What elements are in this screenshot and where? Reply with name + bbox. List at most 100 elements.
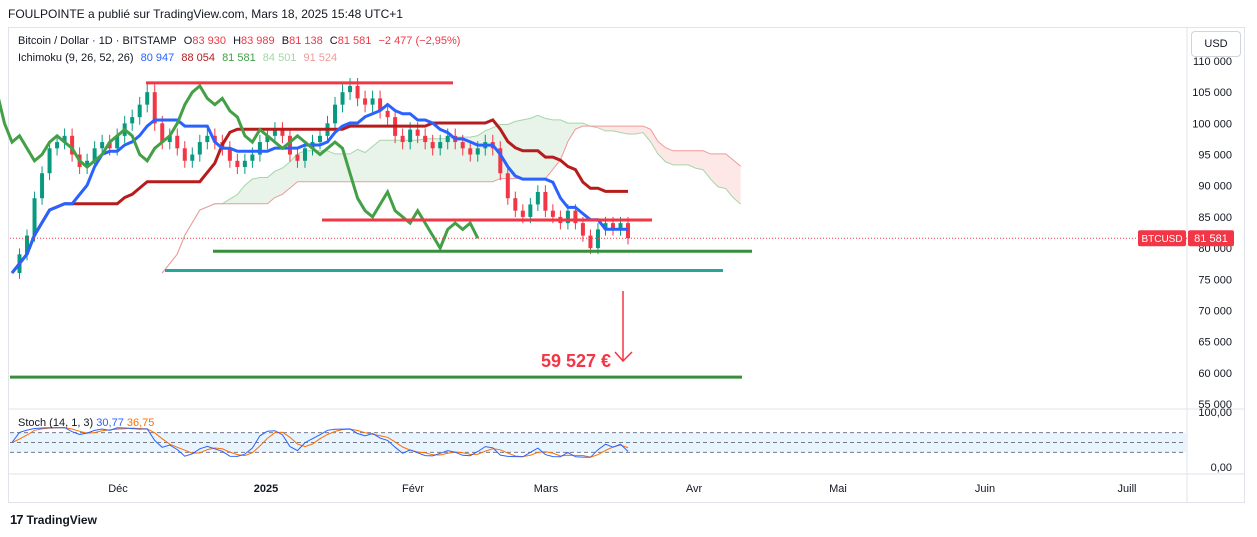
target-arrow-head bbox=[614, 351, 633, 363]
stoch-k: 30,77 bbox=[96, 417, 124, 429]
ichimoku-cloud-segment bbox=[387, 140, 396, 182]
stoch-axis-label: 0,00 bbox=[1211, 462, 1232, 474]
ichimoku-cloud-segment bbox=[537, 115, 546, 179]
candle-body bbox=[190, 154, 195, 161]
tradingview-logo-icon: 17 bbox=[10, 512, 24, 527]
ichimoku-cloud-segment bbox=[628, 126, 636, 135]
ichimoku-cloud-segment bbox=[402, 140, 411, 182]
ichimoku-cloud-segment bbox=[477, 130, 486, 182]
ichimoku-cloud-segment bbox=[327, 150, 336, 182]
candle-body bbox=[340, 92, 345, 105]
candle-body bbox=[610, 223, 615, 230]
ichimoku-legend: Ichimoku (9, 26, 52, 26) 80 947 88 054 8… bbox=[18, 52, 341, 64]
ichimoku-value-1: 80 947 bbox=[140, 52, 175, 64]
candle-body bbox=[100, 142, 105, 149]
candle-body bbox=[92, 148, 97, 161]
candle-body bbox=[235, 160, 240, 168]
candle-body bbox=[175, 135, 180, 149]
ichimoku-cloud-segment bbox=[350, 149, 358, 182]
open-label: O bbox=[183, 35, 193, 47]
publisher-line: FOULPOINTE a publié sur TradingView.com,… bbox=[8, 7, 403, 21]
ichimoku-cloud-segment bbox=[432, 138, 441, 182]
ichimoku-cloud-segment bbox=[545, 118, 553, 179]
symbol-tag-box bbox=[1138, 230, 1186, 247]
price-tag-value: 81 581 bbox=[1194, 233, 1228, 245]
candle-body bbox=[445, 135, 450, 143]
candle-body bbox=[520, 210, 525, 217]
candle-body bbox=[227, 148, 232, 161]
candle-body bbox=[295, 154, 300, 161]
candle-body bbox=[460, 142, 465, 149]
x-tick-label: Févr bbox=[402, 483, 424, 495]
ichimoku-cloud-segment bbox=[440, 138, 448, 182]
y-tick-label: 65 000 bbox=[1198, 337, 1232, 349]
open-value: 83 930 bbox=[192, 35, 226, 47]
candle-body bbox=[47, 148, 52, 174]
senkou-span-b bbox=[161, 125, 742, 274]
change-value: −2 477 (−2,95%) bbox=[378, 35, 461, 47]
candle-body bbox=[257, 142, 262, 155]
y-tick-label: 100 000 bbox=[1192, 118, 1232, 130]
x-tick-label: Déc bbox=[108, 483, 128, 495]
candle-body bbox=[400, 135, 405, 143]
candle-body bbox=[603, 223, 608, 230]
price-tag-box bbox=[1188, 230, 1234, 247]
ichimoku-cloud-segment bbox=[567, 123, 576, 142]
symbol-tag-label: BTCUSD bbox=[1141, 234, 1182, 245]
candle-body bbox=[130, 117, 135, 124]
ichimoku-cloud-segment bbox=[605, 126, 613, 131]
ichimoku-cloud-segment bbox=[688, 150, 696, 169]
ichimoku-cloud-segment bbox=[282, 161, 290, 195]
ichimoku-cloud-segment bbox=[320, 150, 328, 182]
candle-body bbox=[430, 142, 435, 149]
symbol-name: Bitcoin / Dollar · 1D · BITSTAMP bbox=[18, 35, 177, 47]
candle-body bbox=[618, 223, 623, 230]
stoch-name: Stoch (14, 1, 3) bbox=[18, 417, 94, 429]
ichimoku-value-3: 81 581 bbox=[222, 52, 256, 64]
candle-body bbox=[62, 135, 67, 143]
ichimoku-cloud-segment bbox=[507, 121, 516, 179]
candle-body bbox=[550, 210, 555, 217]
candle-body bbox=[265, 135, 270, 143]
ichimoku-cloud-segment bbox=[620, 126, 628, 135]
ichimoku-cloud-segment bbox=[718, 153, 726, 189]
stoch-k-line bbox=[11, 427, 629, 458]
ichimoku-cloud-segment bbox=[229, 194, 238, 204]
candle-body bbox=[408, 129, 413, 143]
candle-body bbox=[505, 173, 510, 199]
ichimoku-cloud-segment bbox=[425, 138, 433, 182]
candle-body bbox=[145, 92, 150, 105]
target-price-label: 59 527 € bbox=[541, 351, 611, 371]
candle-body bbox=[272, 129, 277, 136]
footer-logo-text: TradingView bbox=[26, 512, 97, 527]
candle-body bbox=[363, 98, 368, 105]
candle-body bbox=[535, 191, 540, 205]
ichimoku-cloud-segment bbox=[365, 146, 373, 182]
y-tick-label: 70 000 bbox=[1198, 305, 1232, 317]
senkou-span-a bbox=[161, 114, 742, 274]
candle-body bbox=[543, 191, 548, 211]
ichimoku-cloud-segment bbox=[372, 140, 381, 182]
candle-body bbox=[355, 85, 360, 99]
ichimoku-cloud-segment bbox=[267, 171, 275, 204]
candle-body bbox=[250, 154, 255, 161]
high-label: H bbox=[233, 35, 242, 47]
low-value: 81 138 bbox=[289, 35, 323, 47]
candle-body bbox=[40, 173, 45, 199]
footer-logo[interactable]: 17 TradingView bbox=[10, 512, 97, 527]
currency-button[interactable]: USD bbox=[1191, 31, 1241, 57]
candle-body bbox=[287, 135, 292, 155]
candle-body bbox=[107, 142, 112, 149]
ichimoku-value-5: 91 524 bbox=[303, 52, 338, 64]
x-tick-label: Mai bbox=[829, 483, 847, 495]
ichimoku-cloud-segment bbox=[680, 150, 689, 165]
candle-body bbox=[415, 129, 420, 136]
candle-body bbox=[152, 92, 157, 124]
ichimoku-cloud-segment bbox=[635, 126, 644, 135]
ichimoku-cloud-segment bbox=[447, 137, 456, 182]
y-tick-label: 95 000 bbox=[1198, 150, 1232, 162]
ichimoku-cloud-segment bbox=[665, 147, 674, 165]
candle-body bbox=[302, 148, 307, 161]
candle-body bbox=[182, 148, 187, 161]
